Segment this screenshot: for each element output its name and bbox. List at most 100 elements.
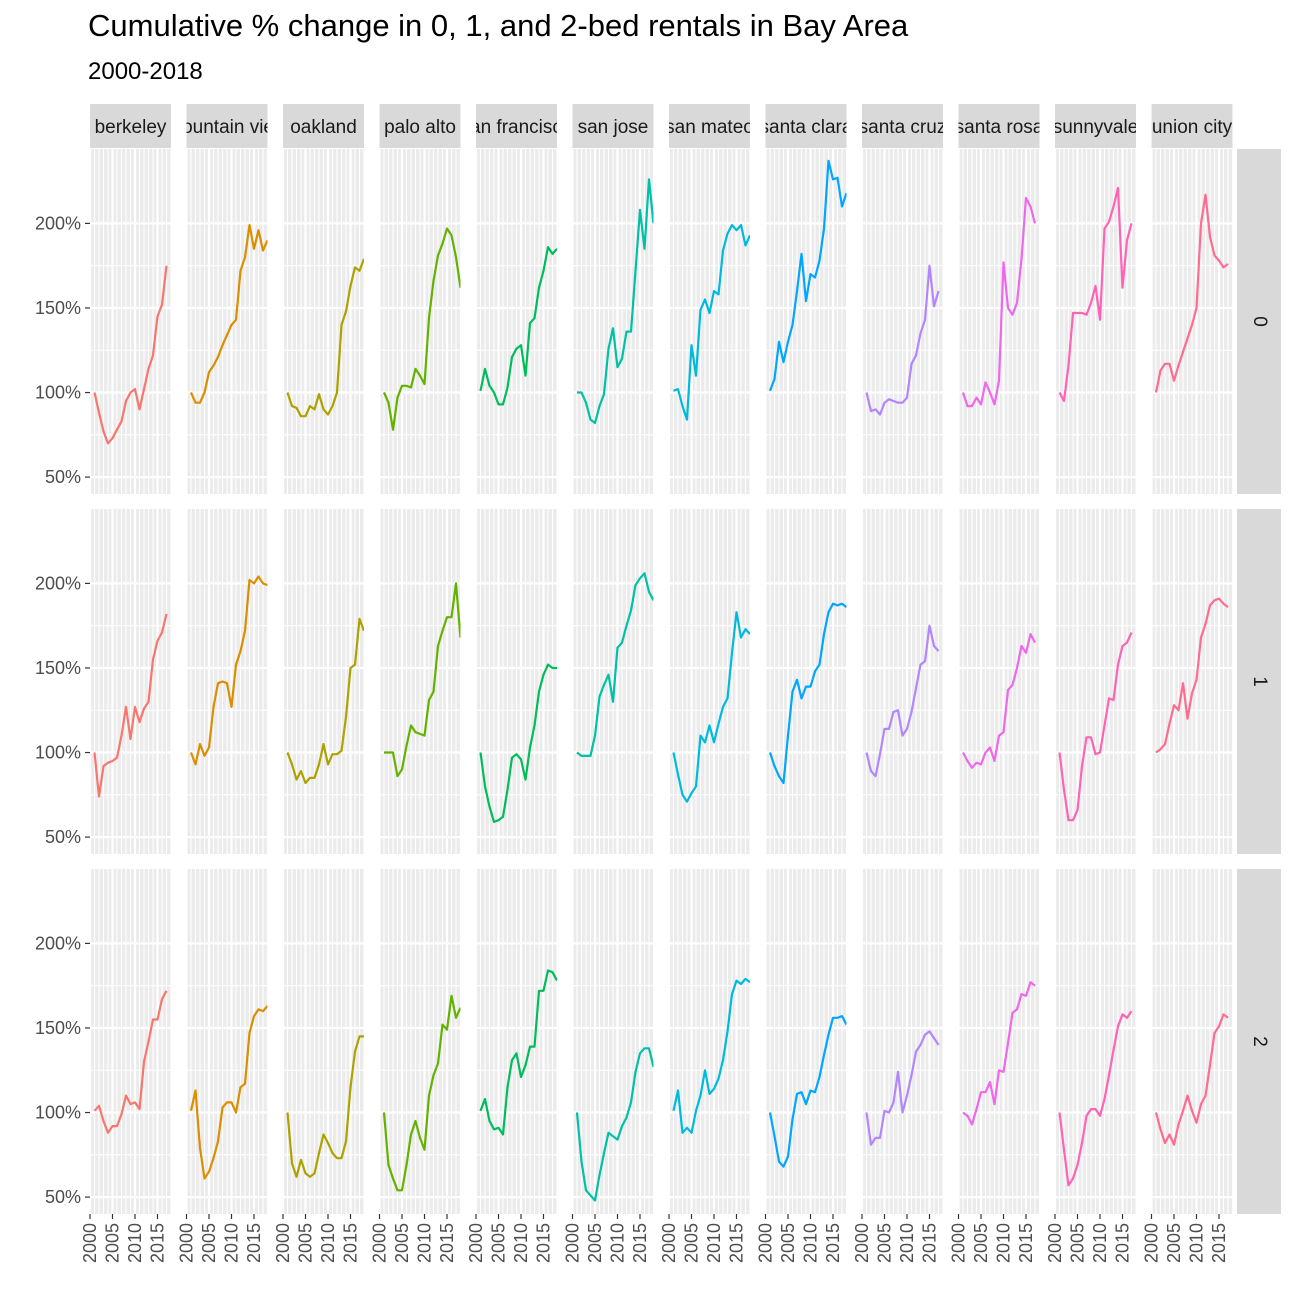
x-tick-label: 2010 [511,1223,531,1263]
column-strip [765,104,847,148]
series-line-union-city-0 [1154,193,1229,393]
series-line-santa-clara-2 [768,1014,847,1168]
series-line-sunnyvale-1 [1058,632,1133,822]
series-line-santa-cruz-2 [865,1030,940,1146]
series-line-san-jose-0 [577,178,654,425]
x-tick-label: 2000 [273,1223,293,1263]
x-tick-label: 2015 [920,1223,940,1263]
y-tick-label: 150% [35,658,81,678]
facet-panel-2-5 [571,869,655,1214]
x-tick-label: 2015 [148,1223,168,1263]
x-tick-label: 2010 [1090,1223,1110,1263]
column-strip [669,104,750,148]
series-line-san-francisco-1 [479,663,557,824]
facet-panel-1-4 [474,509,558,854]
facet-panel-2-6 [667,869,751,1214]
series-line-union-city-1 [1155,597,1229,754]
column-strip [862,104,943,148]
series-line-santa-cruz-1 [865,624,940,778]
x-tick-label: 2015 [727,1223,747,1263]
column-strip-label: san jose [578,117,649,138]
x-tick-label: 2005 [971,1223,991,1263]
y-tick-label: 100% [35,383,81,403]
series-line-mountain-view-2 [189,1005,268,1180]
column-strip-label: oakland [290,117,357,138]
x-tick-label: 2010 [125,1223,145,1263]
y-tick-label: 50% [45,1187,81,1207]
facet-panel-0-5 [571,149,655,494]
x-tick-label: 2015 [437,1223,457,1263]
facet-panel-0-1 [185,149,269,494]
y-tick-label: 100% [35,1103,81,1123]
x-tick-label: 2015 [1209,1223,1229,1263]
row-strip-label: 1 [1249,676,1270,687]
facet-panel-0-6 [667,149,751,494]
x-tick-label: 2005 [778,1223,798,1263]
series-line-sunnyvale-2 [1058,1010,1133,1187]
x-tick-label: 2010 [994,1223,1014,1263]
y-tick-label: 100% [35,743,81,763]
x-tick-label: 2005 [296,1223,316,1263]
x-tick-label: 2015 [1113,1223,1133,1263]
x-tick-label: 2015 [630,1223,650,1263]
series-line-mountain-view-1 [189,575,268,766]
x-tick-label: 2015 [1016,1223,1036,1263]
facet-panel-2-11 [1150,869,1234,1214]
column-strip-label: san francisco [461,117,573,138]
series-line-palo-alto-2 [382,994,461,1192]
x-tick-label: 2000 [563,1223,583,1263]
column-strip [1151,104,1233,148]
y-tick-label: 200% [35,933,81,953]
facet-panel-1-0 [88,509,172,854]
x-tick-label: 2010 [318,1223,338,1263]
x-tick-label: 2000 [659,1223,679,1263]
x-tick-label: 2010 [222,1223,242,1263]
x-tick-label: 2015 [244,1223,264,1263]
x-tick-label: 2005 [1164,1223,1184,1263]
series-line-oakland-2 [286,1035,364,1178]
facet-panel-0-4 [474,149,558,494]
x-tick-label: 2005 [489,1223,509,1263]
chart-title: Cumulative % change in 0, 1, and 2-bed r… [88,8,909,43]
x-tick-label: 2005 [682,1223,702,1263]
column-strip [379,104,461,148]
column-strip-label: santa cruz [859,117,947,138]
y-tick-label: 50% [45,827,81,847]
x-tick-label: 2010 [1187,1223,1207,1263]
facet-panel-2-1 [185,869,269,1214]
series-line-santa-rosa-0 [961,196,1037,408]
facet-panel-1-1 [185,509,269,854]
column-strip [90,104,171,148]
facet-panel-2-10 [1053,869,1137,1214]
column-strip-label: union city [1152,117,1233,138]
facet-panel-1-6 [667,509,751,854]
x-tick-label: 2010 [801,1223,821,1263]
facet-panel-2-9 [957,869,1041,1214]
facet-panel-2-4 [474,869,558,1214]
y-tick-label: 50% [45,467,81,487]
facet-panel-1-5 [571,509,655,854]
x-tick-label: 2000 [1142,1223,1162,1263]
series-line-san-mateo-0 [673,224,750,421]
series-line-sunnyvale-0 [1058,186,1133,403]
series-line-san-francisco-2 [479,969,557,1136]
series-line-santa-rosa-1 [962,632,1036,769]
y-tick-label: 200% [35,213,81,233]
facet-panel-1-7 [764,509,848,854]
row-strip [1237,869,1281,1214]
column-strip [186,104,268,148]
x-tick-label: 2010 [704,1223,724,1263]
x-tick-label: 2015 [823,1223,843,1263]
column-strip [572,104,654,148]
column-strip [476,104,557,148]
facet-panel-0-2 [281,149,365,494]
column-strip-label: santa rosa [955,117,1044,138]
series-line-oakland-0 [286,258,364,418]
x-tick-label: 2005 [1068,1223,1088,1263]
series-line-san-mateo-1 [672,611,750,803]
y-tick-label: 150% [35,1018,81,1038]
x-tick-label: 2000 [1045,1223,1065,1263]
facet-panel-1-11 [1150,509,1234,854]
series-line-santa-clara-0 [768,159,847,392]
